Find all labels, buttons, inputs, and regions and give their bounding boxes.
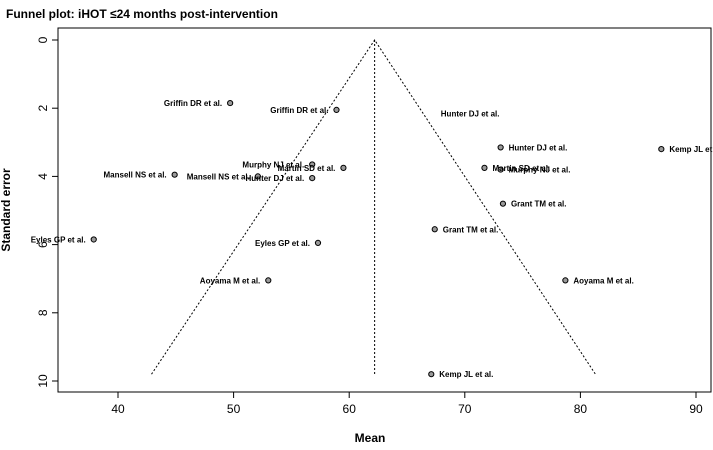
- y-tick-label: 2: [36, 105, 50, 112]
- data-point: [90, 236, 97, 243]
- chart-title: Funnel plot: iHOT ≤24 months post-interv…: [6, 7, 278, 21]
- x-tick-label: 80: [574, 402, 588, 416]
- data-point: [497, 144, 504, 151]
- data-point: [499, 200, 507, 207]
- data-point: [309, 175, 316, 182]
- data-point: [314, 239, 322, 246]
- x-tick-label: 50: [227, 402, 241, 416]
- point-label: Kemp JL et al.: [439, 370, 493, 379]
- point-label: Martin SD et al.: [278, 164, 336, 173]
- point-label: Grant TM et al.: [511, 200, 567, 209]
- data-point: [497, 166, 504, 173]
- data-point: [309, 161, 316, 168]
- data-points: [90, 99, 665, 378]
- point-label: Griffin DR et al.: [164, 99, 222, 108]
- data-point: [431, 226, 438, 233]
- y-tick-label: 0: [36, 36, 50, 43]
- data-point: [658, 146, 665, 153]
- plot-frame: [57, 27, 712, 393]
- point-label: Hunter DJ et al.: [246, 174, 305, 183]
- data-point: [265, 277, 272, 284]
- x-tick-label: 60: [343, 402, 357, 416]
- x-tick-label: 70: [458, 402, 472, 416]
- data-point: [340, 164, 347, 171]
- y-tick-label: 8: [36, 309, 50, 316]
- y-tick-label: 4: [36, 173, 50, 180]
- funnel-lines: [151, 39, 596, 375]
- point-labels: Griffin DR et al. Griffin DR et al. Murphy…: [31, 99, 713, 379]
- data-point: [428, 371, 435, 378]
- point-label: Hunter DJ et al.: [441, 109, 500, 118]
- data-point: [171, 171, 178, 178]
- point-label: Hunter DJ et al.: [509, 143, 568, 152]
- point-label: Martin SD et al.: [492, 164, 550, 173]
- point-label: Eyles GP et al.: [31, 235, 86, 244]
- point-label: Aoyama M et al.: [573, 276, 633, 285]
- y-axis-label: Standard error: [0, 168, 13, 252]
- x-tick-label: 90: [689, 402, 703, 416]
- y-tick-label: 10: [36, 374, 50, 388]
- x-axis: 40 50 60 70 80 90: [111, 392, 703, 416]
- data-point: [333, 106, 340, 114]
- point-label: Murphy NJ et al.: [509, 166, 571, 175]
- point-label: Grant TM et al.: [443, 225, 499, 234]
- point-label: Aoyama M et al.: [200, 276, 260, 285]
- point-label: Murphy NJ et al.: [242, 160, 304, 169]
- point-label: Eyles GP et al.: [255, 239, 310, 248]
- data-point: [481, 164, 488, 171]
- data-point: [227, 99, 234, 107]
- point-label: Mansell NS et al.: [187, 172, 250, 181]
- y-axis: 0 2 4 6 8 10: [36, 36, 58, 388]
- x-tick-label: 40: [111, 402, 125, 416]
- point-label: Griffin DR et al.: [270, 106, 328, 115]
- x-axis-label: Mean: [355, 431, 386, 445]
- point-label: Kemp JL et al.: [669, 145, 713, 154]
- y-tick-label: 6: [36, 241, 50, 248]
- point-label: Mansell NS et al.: [104, 171, 167, 180]
- data-point: [254, 173, 261, 180]
- data-point: [562, 277, 569, 284]
